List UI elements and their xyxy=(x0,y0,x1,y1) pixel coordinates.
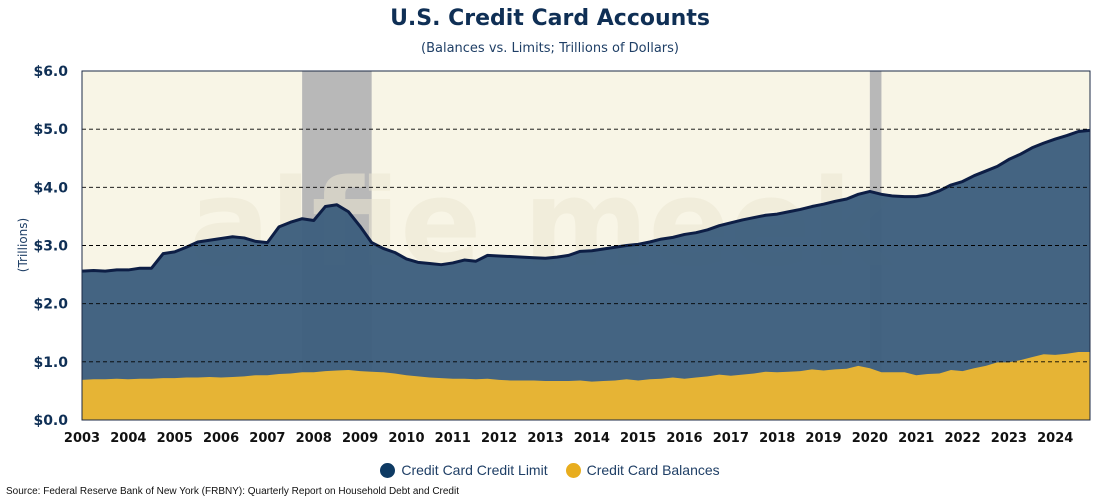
plot-frame xyxy=(81,70,1091,421)
x-tick-label: 2013 xyxy=(527,431,563,446)
x-tick-label: 2022 xyxy=(944,431,980,446)
y-tick-label: $0.0 xyxy=(33,413,68,429)
x-tick-label: 2009 xyxy=(342,431,378,446)
x-tick-label: 2017 xyxy=(713,431,749,446)
x-tick-label: 2008 xyxy=(296,431,332,446)
legend-swatch-balances xyxy=(565,462,581,478)
y-axis-ticks: $0.0 $1.0 $2.0 $3.0 $4.0 $5.0 $6.0 xyxy=(33,64,68,429)
x-tick-label: 2016 xyxy=(666,431,702,446)
y-tick-label: $3.0 xyxy=(33,239,68,255)
x-tick-label: 2021 xyxy=(898,431,934,446)
series-area-balances xyxy=(82,351,1090,420)
source-note: Source: Federal Reserve Bank of New York… xyxy=(6,486,459,497)
legend-label-balances: Credit Card Balances xyxy=(586,462,720,478)
legend-item-balances: Credit Card Balances xyxy=(565,462,720,478)
x-tick-label: 2011 xyxy=(435,431,471,446)
x-tick-label: 2020 xyxy=(852,431,888,446)
grid-lines xyxy=(82,128,1090,363)
chart-subtitle: (Balances vs. Limits; Trillions of Dolla… xyxy=(421,41,679,56)
y-tick-label: $2.0 xyxy=(33,297,68,313)
series-area-credit-limit xyxy=(82,130,1090,420)
y-tick-label: $4.0 xyxy=(33,180,68,196)
x-axis-ticks: 2003 2004 2005 2006 2007 2008 2009 2010 2011 2012… xyxy=(64,431,1073,446)
x-tick-label: 2019 xyxy=(805,431,841,446)
y-tick-label: $1.0 xyxy=(33,355,68,371)
legend-swatch-credit-limit xyxy=(380,462,396,478)
series-line-credit-limit xyxy=(81,128,1091,273)
x-tick-label: 2005 xyxy=(157,431,193,446)
x-tick-label: 2006 xyxy=(203,431,239,446)
x-tick-label: 2012 xyxy=(481,431,517,446)
x-tick-label: 2023 xyxy=(991,431,1027,446)
legend-label-credit-limit: Credit Card Credit Limit xyxy=(401,462,548,478)
y-axis-label: (Trillions) xyxy=(16,218,30,272)
x-tick-label: 2014 xyxy=(574,431,610,446)
y-tick-label: $5.0 xyxy=(33,122,68,138)
x-tick-label: 2007 xyxy=(249,431,285,446)
y-tick-label: $6.0 xyxy=(33,64,68,80)
chart-title: U.S. Credit Card Accounts xyxy=(390,6,710,31)
x-tick-label: 2004 xyxy=(110,431,146,446)
x-tick-label: 2003 xyxy=(64,431,100,446)
legend: Credit Card Credit Limit Credit Card Bal… xyxy=(0,462,1100,478)
x-tick-label: 2018 xyxy=(759,431,795,446)
legend-item-credit-limit: Credit Card Credit Limit xyxy=(380,462,548,478)
x-tick-label: 2010 xyxy=(388,431,424,446)
x-tick-label: 2024 xyxy=(1037,431,1073,446)
x-tick-label: 2015 xyxy=(620,431,656,446)
